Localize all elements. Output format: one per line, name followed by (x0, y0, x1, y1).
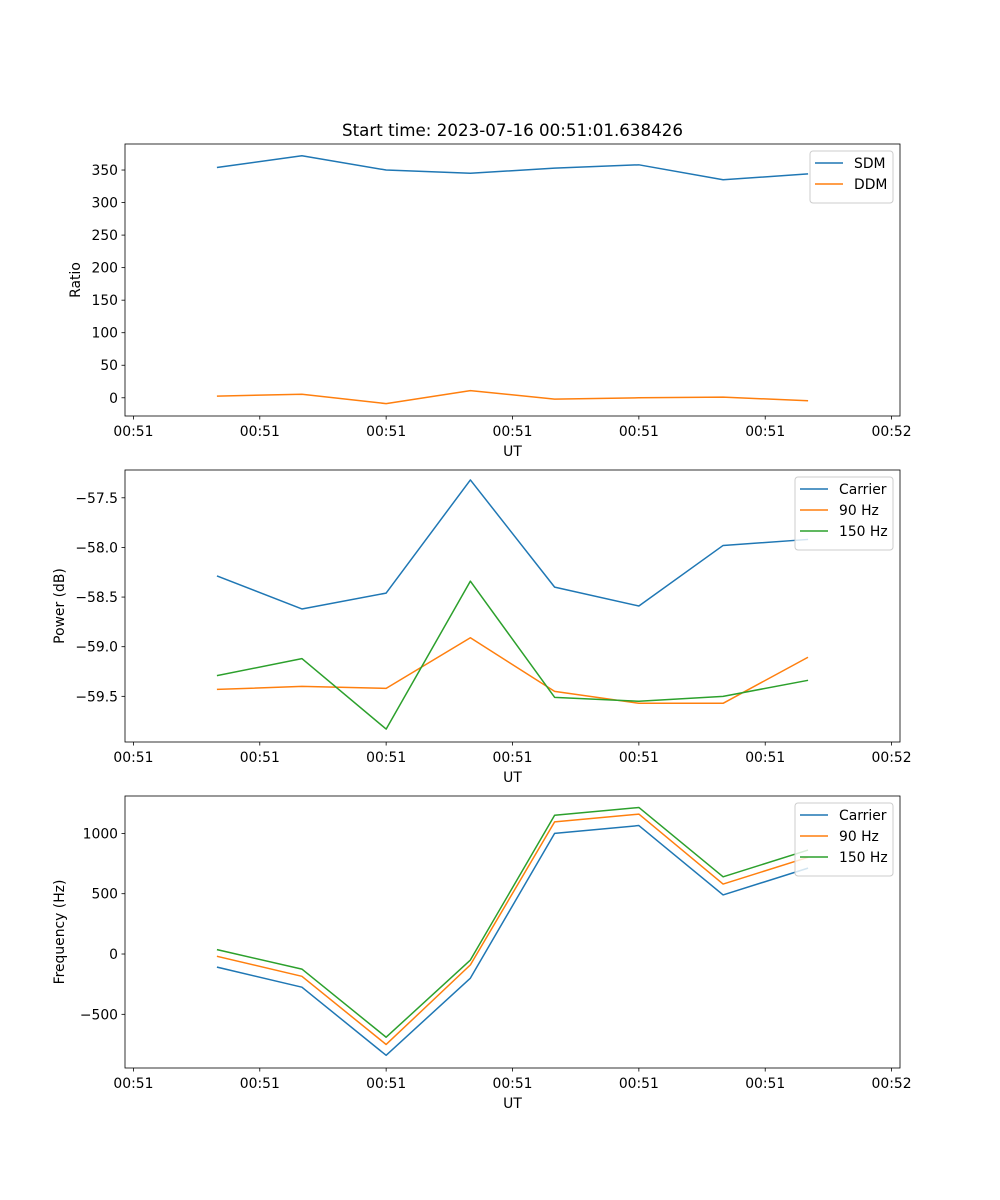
x-tick-label: 00:51 (113, 750, 153, 766)
legend: SDM DDM (809, 150, 894, 204)
legend-label: 90 Hz (839, 829, 879, 845)
x-tick-label: 00:51 (745, 1076, 785, 1092)
x-tick-label: 00:52 (872, 750, 912, 766)
x-tick-label: 00:51 (492, 750, 532, 766)
series-line-150-hz (216, 580, 809, 730)
series-line-90-hz (216, 637, 809, 705)
x-tick-label: 00:51 (240, 750, 280, 766)
y-tick-label: −500 (80, 1007, 118, 1023)
series-line-90-hz (216, 813, 809, 1046)
y-tick-label: 0 (109, 947, 118, 963)
y-tick-label: 200 (91, 261, 118, 277)
x-tick-label: 00:51 (745, 424, 785, 440)
y-tick-label: −59.0 (75, 640, 118, 656)
series-line-ddm (216, 389, 809, 405)
legend-label: 90 Hz (839, 503, 879, 519)
series-line-150-hz (216, 806, 809, 1038)
legend-label: Carrier (839, 482, 887, 498)
y-tick-label: 250 (91, 228, 118, 244)
x-axis-label: UT (503, 1096, 522, 1112)
y-tick-label: 1000 (83, 826, 118, 842)
legend: Carrier 90 Hz 150 Hz (794, 476, 894, 551)
y-tick-label: 300 (91, 196, 118, 212)
y-tick-label: −57.5 (75, 491, 118, 507)
y-axis-label: Frequency (Hz) (52, 880, 68, 985)
x-tick-label: 00:51 (492, 1076, 532, 1092)
series-line-carrier (216, 479, 809, 610)
figure-title: Start time: 2023-07-16 00:51:01.638426 (342, 120, 683, 140)
x-tick-label: 00:51 (619, 1076, 659, 1092)
y-tick-label: −59.5 (75, 689, 118, 705)
y-axis-label: Ratio (68, 262, 84, 298)
chart-panel-1: 00:51 00:51 00:51 00:51 00:51 00:51 00:52 0 50 10… (68, 143, 912, 460)
legend-label: DDM (854, 177, 887, 193)
x-tick-label: 00:51 (113, 424, 153, 440)
x-tick-label: 00:51 (240, 424, 280, 440)
x-tick-label: 00:52 (872, 424, 912, 440)
series-line-sdm (216, 154, 809, 181)
chart-panel-3: 00:51 00:51 00:51 00:51 00:51 00:51 00:52 −500 0… (52, 795, 912, 1112)
y-tick-label: −58.0 (75, 540, 118, 556)
legend-box (809, 150, 894, 204)
x-tick-label: 00:52 (872, 1076, 912, 1092)
chart-panel-2: 00:51 00:51 00:51 00:51 00:51 00:51 00:52 −59.5… (52, 469, 912, 786)
y-tick-label: 150 (91, 293, 118, 309)
x-tick-label: 00:51 (619, 424, 659, 440)
x-tick-label: 00:51 (113, 1076, 153, 1092)
y-tick-label: 350 (91, 163, 118, 179)
y-axis-label: Power (dB) (52, 568, 68, 644)
x-tick-label: 00:51 (366, 1076, 406, 1092)
y-tick-label: 500 (91, 887, 118, 903)
y-tick-label: 100 (91, 326, 118, 342)
x-axis-label: UT (503, 444, 522, 460)
x-tick-label: 00:51 (366, 424, 406, 440)
panels: 00:51 00:51 00:51 00:51 00:51 00:51 00:52 0 50 10… (52, 143, 912, 1112)
y-tick-label: −58.5 (75, 590, 118, 606)
x-tick-label: 00:51 (745, 750, 785, 766)
x-tick-label: 00:51 (619, 750, 659, 766)
y-tick-label: 0 (109, 391, 118, 407)
legend-label: 150 Hz (839, 524, 888, 540)
legend-label: Carrier (839, 808, 887, 824)
legend-label: 150 Hz (839, 850, 888, 866)
legend-label: SDM (854, 156, 886, 172)
x-axis-label: UT (503, 770, 522, 786)
legend: Carrier 90 Hz 150 Hz (794, 802, 894, 877)
x-tick-label: 00:51 (366, 750, 406, 766)
y-tick-label: 50 (100, 358, 118, 374)
x-tick-label: 00:51 (492, 424, 532, 440)
series-line-carrier (216, 824, 809, 1057)
x-tick-label: 00:51 (240, 1076, 280, 1092)
